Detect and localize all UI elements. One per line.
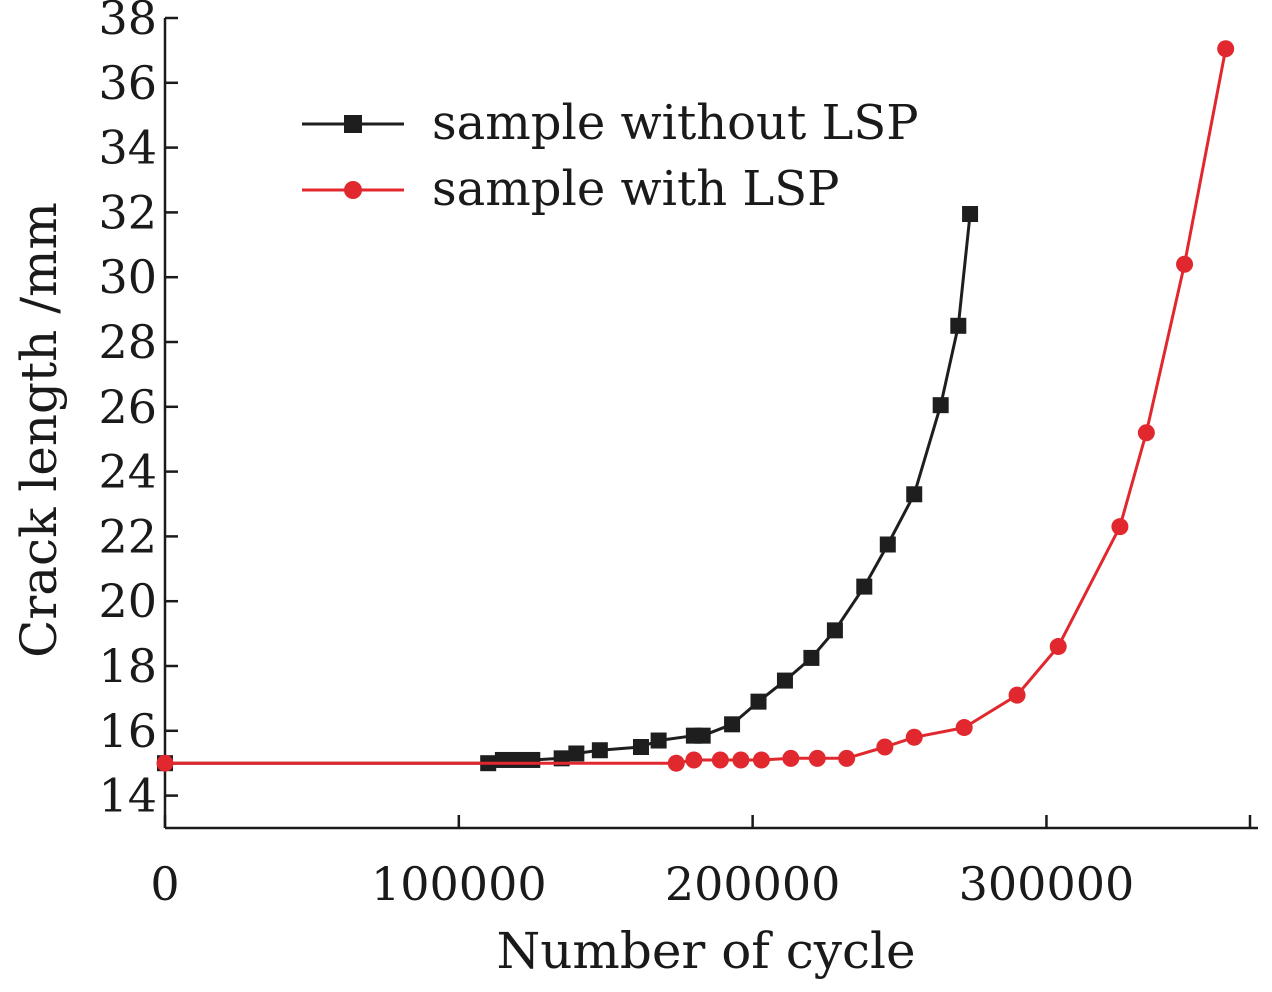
data-point-square: [856, 578, 873, 595]
data-point-square: [524, 751, 541, 768]
y-ticks: 14 16 18 20 22 24 26 28 30 32 34 36 38: [98, 0, 178, 823]
data-point-square: [950, 317, 967, 334]
legend-label-without-lsp: sample without LSP: [432, 95, 919, 151]
data-point-circle: [685, 751, 703, 769]
y-tick-label: 26: [98, 380, 157, 434]
series-with-lsp: [156, 40, 1235, 772]
legend-label-with-lsp: sample with LSP: [432, 161, 839, 217]
x-ticks: 0 100000 200000 300000: [150, 815, 1252, 911]
x-tick-label: 0: [150, 857, 179, 911]
data-point-circle: [1008, 686, 1026, 704]
data-point-circle: [156, 754, 174, 772]
data-point-circle: [752, 751, 770, 769]
data-point-circle: [1217, 40, 1235, 58]
data-point-circle: [711, 751, 729, 769]
axes: [163, 18, 1258, 830]
data-point-circle: [782, 749, 800, 767]
y-tick-label: 18: [98, 639, 157, 693]
series-line: [165, 213, 972, 765]
y-tick-label: 36: [98, 56, 157, 110]
data-point-square: [724, 716, 741, 733]
data-point-square: [591, 742, 608, 759]
data-point-square: [879, 536, 896, 553]
y-tick-label: 30: [98, 250, 157, 304]
data-point-square: [632, 739, 649, 755]
data-point-square: [776, 672, 793, 689]
data-point-circle: [955, 719, 973, 737]
y-tick-label: 32: [98, 185, 157, 239]
legend: sample without LSP sample with LSP: [302, 95, 919, 217]
data-point-circle: [876, 738, 894, 756]
y-tick-label: 24: [98, 445, 157, 499]
x-tick-label: 200000: [665, 857, 841, 911]
y-tick-label: 34: [98, 121, 157, 175]
data-point-square: [494, 751, 511, 768]
data-point-circle: [838, 749, 856, 767]
y-tick-label: 38: [98, 0, 157, 45]
y-axis-title: Crack length /mm: [10, 202, 68, 658]
data-point-circle: [1049, 638, 1067, 656]
legend-entry-with-lsp: sample with LSP: [302, 161, 839, 217]
series-line: [165, 48, 1228, 765]
data-point-circle: [1111, 518, 1129, 536]
legend-circle-marker: [344, 181, 362, 199]
y-tick-label: 16: [98, 704, 157, 758]
legend-square-marker: [344, 115, 362, 133]
y-tick-label: 20: [98, 574, 157, 628]
data-point-square: [509, 751, 526, 768]
plot-series: [156, 40, 1235, 772]
series-without-lsp: [157, 206, 979, 772]
data-point-square: [962, 206, 979, 223]
data-point-circle: [905, 728, 923, 746]
data-point-square: [803, 649, 820, 666]
y-tick-label: 28: [98, 315, 157, 369]
data-point-square: [750, 693, 767, 710]
y-tick-label: 22: [98, 509, 157, 563]
data-point-circle: [667, 754, 685, 772]
x-tick-label: 100000: [371, 857, 547, 911]
x-axis-title: Number of cycle: [496, 922, 915, 980]
y-tick-label: 14: [98, 769, 157, 823]
data-point-square: [568, 745, 585, 762]
data-point-square: [826, 622, 843, 639]
data-point-circle: [1176, 255, 1194, 273]
legend-entry-without-lsp: sample without LSP: [302, 95, 919, 151]
data-point-square: [932, 397, 949, 414]
x-tick-label: 300000: [959, 857, 1135, 911]
data-point-square: [650, 732, 667, 749]
data-point-square: [906, 486, 923, 503]
data-point-circle: [808, 749, 826, 767]
data-point-circle: [732, 751, 750, 769]
data-point-square: [694, 727, 711, 744]
data-point-circle: [1137, 424, 1155, 442]
